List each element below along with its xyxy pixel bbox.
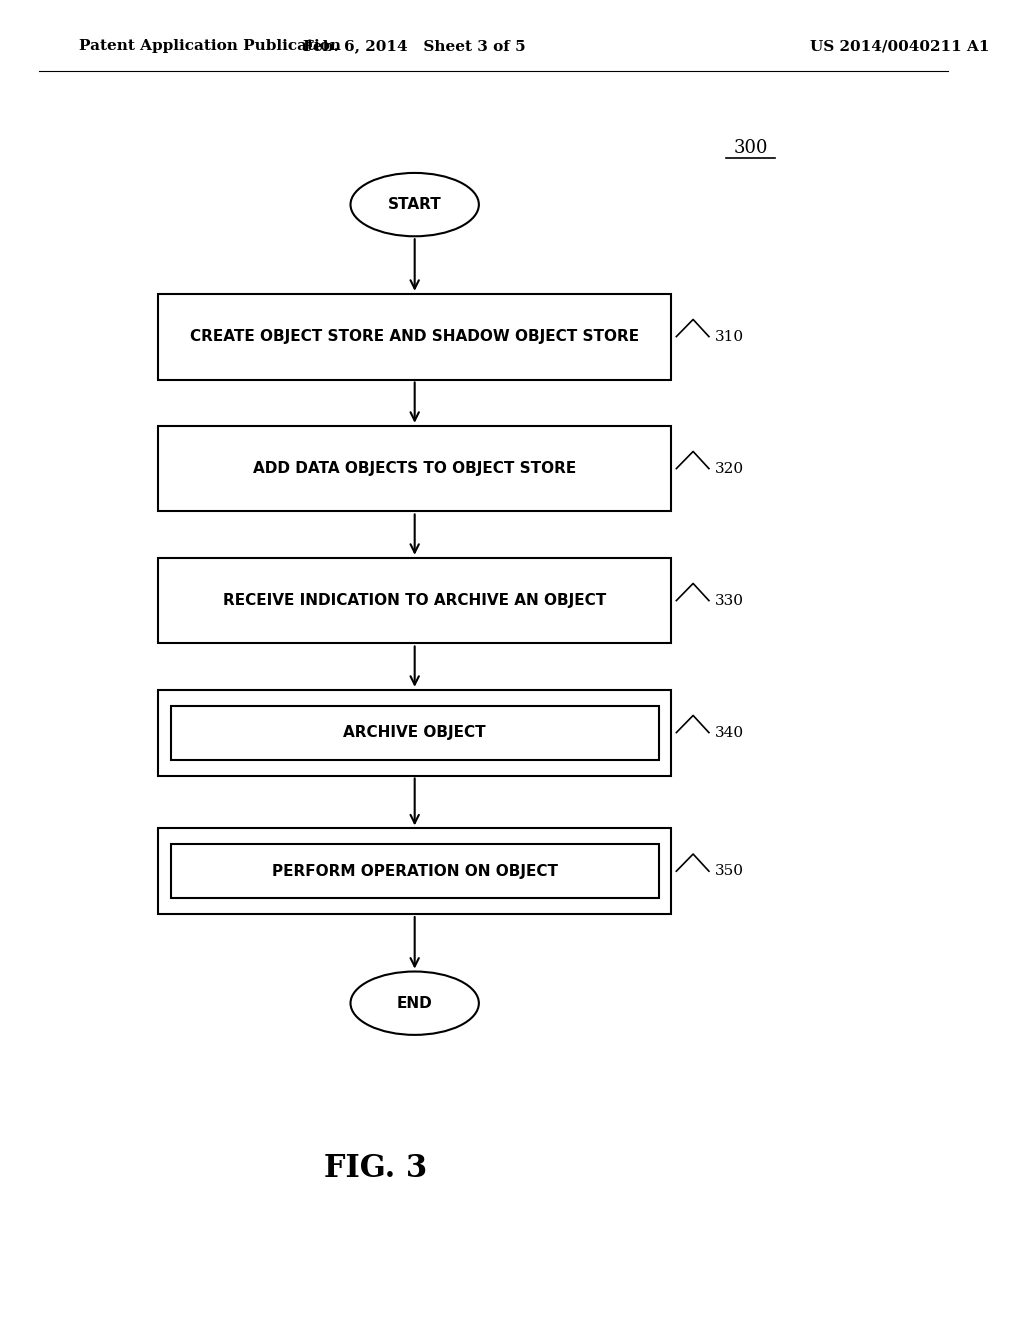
FancyBboxPatch shape — [158, 689, 672, 776]
Text: 320: 320 — [715, 462, 744, 475]
Text: END: END — [397, 995, 432, 1011]
Text: Feb. 6, 2014   Sheet 3 of 5: Feb. 6, 2014 Sheet 3 of 5 — [303, 40, 526, 53]
Text: 330: 330 — [715, 594, 743, 607]
Text: 340: 340 — [715, 726, 744, 739]
Text: Patent Application Publication: Patent Application Publication — [79, 40, 341, 53]
FancyBboxPatch shape — [171, 706, 658, 759]
Ellipse shape — [350, 972, 479, 1035]
FancyBboxPatch shape — [158, 829, 672, 913]
Text: RECEIVE INDICATION TO ARCHIVE AN OBJECT: RECEIVE INDICATION TO ARCHIVE AN OBJECT — [223, 593, 606, 609]
FancyBboxPatch shape — [171, 845, 658, 898]
Text: 310: 310 — [715, 330, 744, 343]
FancyBboxPatch shape — [158, 425, 672, 511]
Text: 350: 350 — [715, 865, 743, 878]
FancyBboxPatch shape — [158, 557, 672, 643]
Ellipse shape — [350, 173, 479, 236]
Text: CREATE OBJECT STORE AND SHADOW OBJECT STORE: CREATE OBJECT STORE AND SHADOW OBJECT ST… — [190, 329, 639, 345]
Text: ARCHIVE OBJECT: ARCHIVE OBJECT — [343, 725, 486, 741]
Text: 300: 300 — [733, 139, 768, 157]
Text: ADD DATA OBJECTS TO OBJECT STORE: ADD DATA OBJECTS TO OBJECT STORE — [253, 461, 577, 477]
Text: START: START — [388, 197, 441, 213]
Text: PERFORM OPERATION ON OBJECT: PERFORM OPERATION ON OBJECT — [271, 863, 558, 879]
Text: FIG. 3: FIG. 3 — [324, 1152, 427, 1184]
Text: US 2014/0040211 A1: US 2014/0040211 A1 — [810, 40, 989, 53]
FancyBboxPatch shape — [158, 293, 672, 380]
